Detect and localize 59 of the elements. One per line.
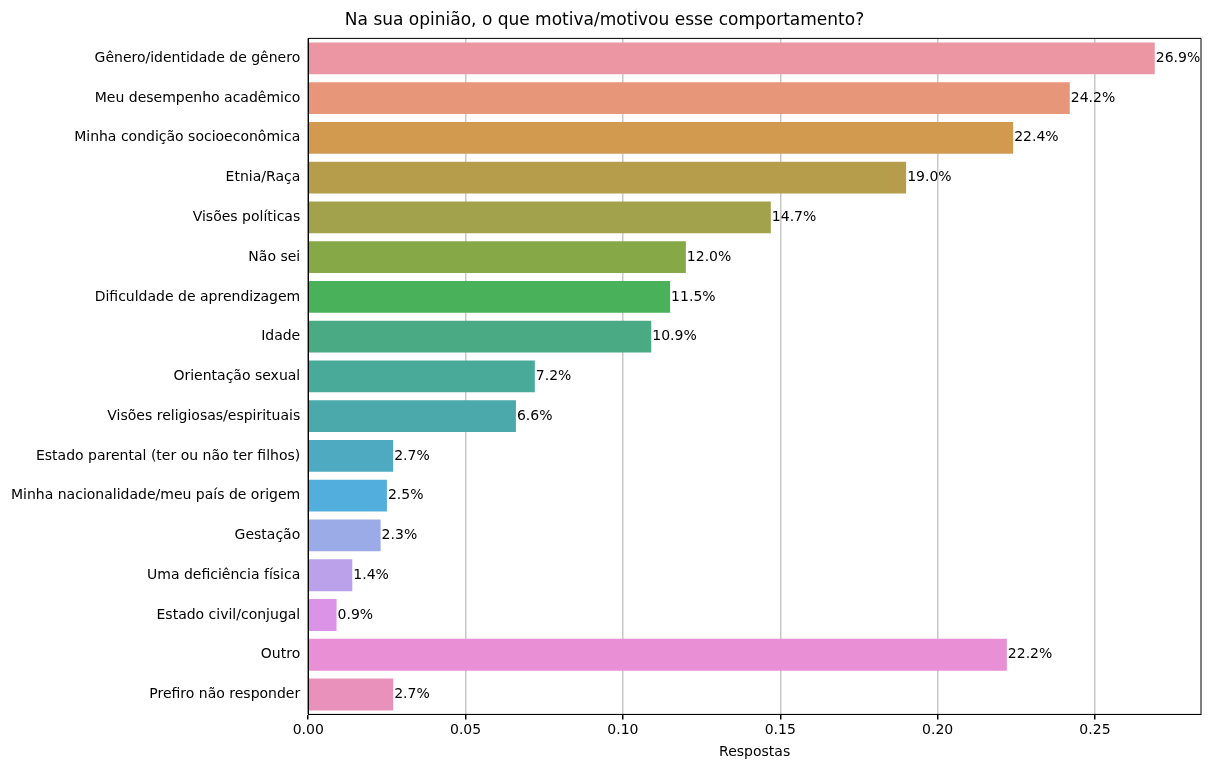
data-label: 12.0%: [686, 247, 732, 264]
x-tick-label: 0.05: [449, 721, 482, 738]
bar: [308, 320, 652, 353]
y-tick-label: Estado civil/conjugal: [156, 605, 301, 622]
x-tick-label: 0.15: [764, 721, 796, 738]
y-tick-label: Idade: [261, 327, 301, 344]
data-label: 2.3%: [381, 526, 418, 543]
y-tick-label: Minha nacionalidade/meu país de origem: [10, 486, 301, 503]
bar: [308, 82, 1070, 114]
bar: [308, 638, 1007, 671]
chart-title: Na sua opinião, o que motiva/motivou esse comportamento?: [344, 8, 865, 29]
bar: [308, 559, 353, 592]
bar: [308, 519, 381, 552]
x-tick-label: 0.00: [292, 721, 324, 738]
x-tick-label: 0.20: [922, 721, 954, 738]
data-label: 10.9%: [652, 327, 697, 344]
data-label: 24.2%: [1070, 88, 1116, 105]
data-label: 0.9%: [337, 605, 374, 622]
y-tick-label: Gestação: [234, 526, 301, 543]
data-label: 11.5%: [671, 287, 716, 304]
x-axis-title: Respostas: [719, 743, 791, 760]
data-label: 6.6%: [516, 406, 553, 423]
y-tick-label: Visões políticas: [192, 207, 301, 224]
data-label: 1.4%: [353, 565, 389, 582]
y-tick-label: Gênero/identidade de gênero: [94, 48, 301, 65]
x-tick-label: 0.25: [1079, 721, 1111, 738]
data-label: 14.7%: [771, 207, 817, 224]
data-label: 2.5%: [387, 486, 424, 503]
x-tick-label: 0.10: [607, 721, 639, 738]
data-label: 22.4%: [1014, 128, 1059, 145]
bar: [308, 201, 771, 234]
bar: [308, 360, 535, 393]
bar: [308, 678, 394, 711]
y-tick-label: Meu desempenho acadêmico: [94, 88, 301, 105]
data-label: 7.2%: [535, 367, 572, 384]
data-label: 26.9%: [1155, 48, 1201, 65]
bar: [308, 42, 1155, 75]
y-tick-label: Orientação sexual: [173, 367, 301, 384]
bar: [308, 400, 516, 433]
y-tick-label: Uma deficiência física: [147, 565, 301, 582]
data-label: 22.2%: [1007, 645, 1053, 662]
y-tick-label: Dificuldade de aprendizagem: [94, 287, 301, 304]
bar: [308, 479, 387, 512]
bar: [308, 599, 337, 631]
bar: [308, 161, 907, 194]
data-label: 19.0%: [907, 168, 952, 185]
bar: [308, 241, 686, 274]
data-label: 2.7%: [394, 446, 430, 463]
y-tick-label: Outro: [260, 645, 301, 662]
bar: [308, 440, 394, 472]
y-tick-label: Prefiro não responder: [149, 685, 301, 702]
data-label: 2.7%: [394, 685, 430, 702]
bar: [308, 280, 671, 313]
y-tick-label: Não sei: [248, 247, 301, 264]
y-tick-label: Visões religiosas/espirituais: [107, 406, 301, 423]
y-tick-label: Etnia/Raça: [225, 168, 301, 185]
y-tick-label: Estado parental (ter ou não ter filhos): [35, 446, 301, 463]
bar: [308, 121, 1014, 154]
y-tick-label: Minha condição socioeconômica: [74, 128, 301, 145]
